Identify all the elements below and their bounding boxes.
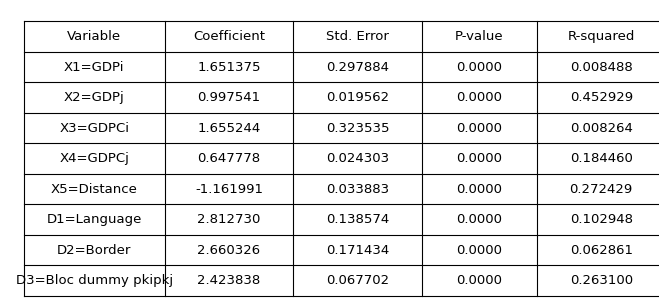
Text: 0.0000: 0.0000 [456, 213, 502, 226]
Text: 0.297884: 0.297884 [326, 61, 389, 74]
Text: 0.272429: 0.272429 [569, 183, 633, 196]
Text: 0.062861: 0.062861 [570, 244, 633, 257]
Text: 0.008264: 0.008264 [570, 122, 633, 135]
Text: X1=GDPi: X1=GDPi [64, 61, 125, 74]
Text: Std. Error: Std. Error [326, 30, 389, 43]
Text: 1.651375: 1.651375 [197, 61, 261, 74]
Text: X5=Distance: X5=Distance [51, 183, 138, 196]
Text: 0.019562: 0.019562 [326, 91, 389, 104]
Text: D3=Bloc dummy pkipkj: D3=Bloc dummy pkipkj [16, 274, 173, 287]
Text: Coefficient: Coefficient [193, 30, 265, 43]
Text: 1.655244: 1.655244 [198, 122, 261, 135]
Text: 0.033883: 0.033883 [326, 183, 389, 196]
Text: 0.0000: 0.0000 [456, 91, 502, 104]
Text: 0.067702: 0.067702 [326, 274, 389, 287]
Text: 2.812730: 2.812730 [197, 213, 261, 226]
Text: 0.0000: 0.0000 [456, 274, 502, 287]
Text: 0.323535: 0.323535 [326, 122, 389, 135]
Text: 0.184460: 0.184460 [570, 152, 633, 165]
Text: 0.138574: 0.138574 [326, 213, 389, 226]
Text: -1.161991: -1.161991 [195, 183, 263, 196]
Text: 0.647778: 0.647778 [198, 152, 260, 165]
Text: Variable: Variable [67, 30, 121, 43]
Text: 0.0000: 0.0000 [456, 61, 502, 74]
Text: 0.171434: 0.171434 [326, 244, 389, 257]
Text: 0.0000: 0.0000 [456, 244, 502, 257]
Text: 2.660326: 2.660326 [198, 244, 260, 257]
Text: 0.008488: 0.008488 [570, 61, 633, 74]
Text: 0.024303: 0.024303 [326, 152, 389, 165]
Text: R-squared: R-squared [567, 30, 635, 43]
Text: D1=Language: D1=Language [47, 213, 142, 226]
Text: 0.0000: 0.0000 [456, 152, 502, 165]
Text: X2=GDPj: X2=GDPj [64, 91, 125, 104]
Text: 0.102948: 0.102948 [570, 213, 633, 226]
Text: 0.452929: 0.452929 [569, 91, 633, 104]
Text: P-value: P-value [455, 30, 503, 43]
Text: D2=Border: D2=Border [57, 244, 131, 257]
Text: X3=GDPCi: X3=GDPCi [59, 122, 129, 135]
Text: 0.0000: 0.0000 [456, 183, 502, 196]
Text: 2.423838: 2.423838 [198, 274, 261, 287]
Text: 0.263100: 0.263100 [569, 274, 633, 287]
Text: 0.997541: 0.997541 [198, 91, 260, 104]
Text: 0.0000: 0.0000 [456, 122, 502, 135]
Text: X4=GDPCj: X4=GDPCj [59, 152, 129, 165]
